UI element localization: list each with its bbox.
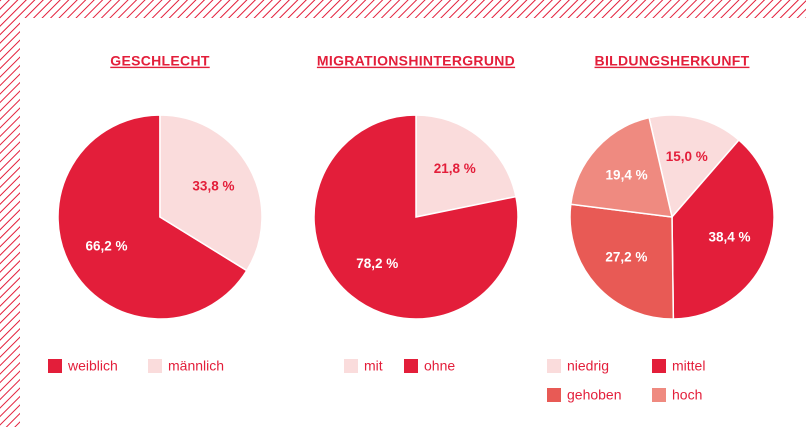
legend-swatch [344,359,358,373]
slice-label: 78,2 % [356,256,398,271]
pie-slice [415,114,517,218]
legend-label: mittel [672,358,705,374]
slice-label: 19,4 % [606,168,648,183]
slice-label: 27,2 % [605,249,647,264]
pie-slice [313,114,519,320]
slice-label: 33,8 % [192,179,234,194]
legend-label: gehoben [567,387,622,403]
slice-label: 21,8 % [434,161,476,176]
pie-slice [569,203,675,320]
slice-label: 15,0 % [666,149,708,164]
legend-swatch [547,388,561,402]
legend-label: hoch [672,387,702,403]
legend-swatch [652,359,666,373]
legend-swatch [404,359,418,373]
chart-title: BILDUNGSHERKUNFT [595,53,750,69]
chart-title: GESCHLECHT [110,53,210,69]
pie-slice [159,114,263,272]
legend-label: mit [364,358,383,374]
pie-slice [671,138,775,320]
chart-title: MIGRATIONSHINTERGRUND [317,53,515,69]
pie-slice [57,114,248,320]
legend-swatch [48,359,62,373]
legend-label: weiblich [67,358,118,374]
legend-swatch [148,359,162,373]
slice-label: 66,2 % [86,238,128,253]
legend-label: ohne [424,358,455,374]
pie-slice [648,114,740,219]
pie-slice [569,116,673,218]
legend-label: niedrig [567,358,609,374]
slice-label: 38,4 % [708,230,750,245]
legend-label: männlich [168,358,224,374]
legend-swatch [547,359,561,373]
legend-swatch [652,388,666,402]
